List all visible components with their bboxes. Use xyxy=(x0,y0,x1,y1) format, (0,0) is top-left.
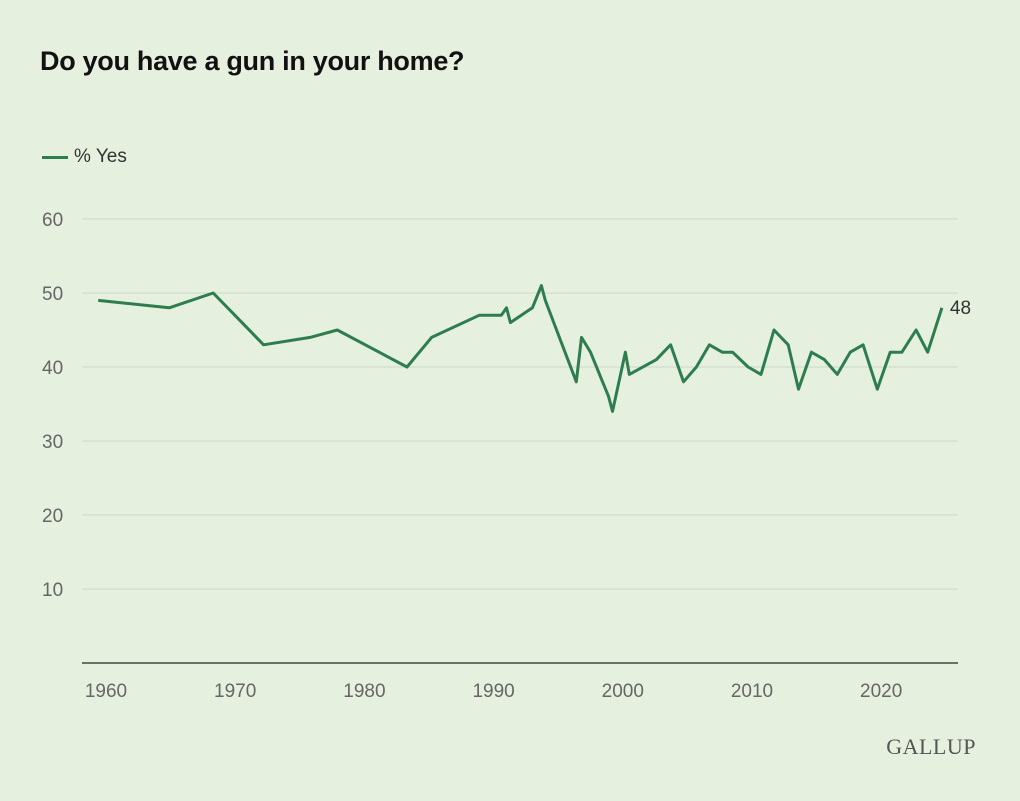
gallup-logo: GALLUP xyxy=(886,734,976,759)
x-tick-label: 1980 xyxy=(343,681,385,702)
end-value-label: 48 xyxy=(950,298,971,319)
y-tick-label: 60 xyxy=(42,210,63,231)
y-tick-label: 20 xyxy=(42,506,63,527)
y-tick-label: 40 xyxy=(42,358,63,379)
y-tick-label: 10 xyxy=(42,580,63,601)
x-tick-label: 2010 xyxy=(731,681,773,702)
x-tick-label: 2020 xyxy=(860,681,902,702)
legend: % Yes xyxy=(42,146,127,168)
y-tick-label: 50 xyxy=(42,284,63,305)
x-tick-label: 1970 xyxy=(214,681,256,702)
chart-title: Do you have a gun in your home? xyxy=(40,46,465,76)
x-tick-label: 1990 xyxy=(472,681,514,702)
x-tick-label: 2000 xyxy=(602,681,644,702)
series-line xyxy=(98,284,944,413)
y-tick-label: 30 xyxy=(42,432,63,453)
legend-swatch xyxy=(42,155,68,159)
x-tick-label: 1960 xyxy=(85,681,127,702)
legend-label: % Yes xyxy=(74,146,127,167)
